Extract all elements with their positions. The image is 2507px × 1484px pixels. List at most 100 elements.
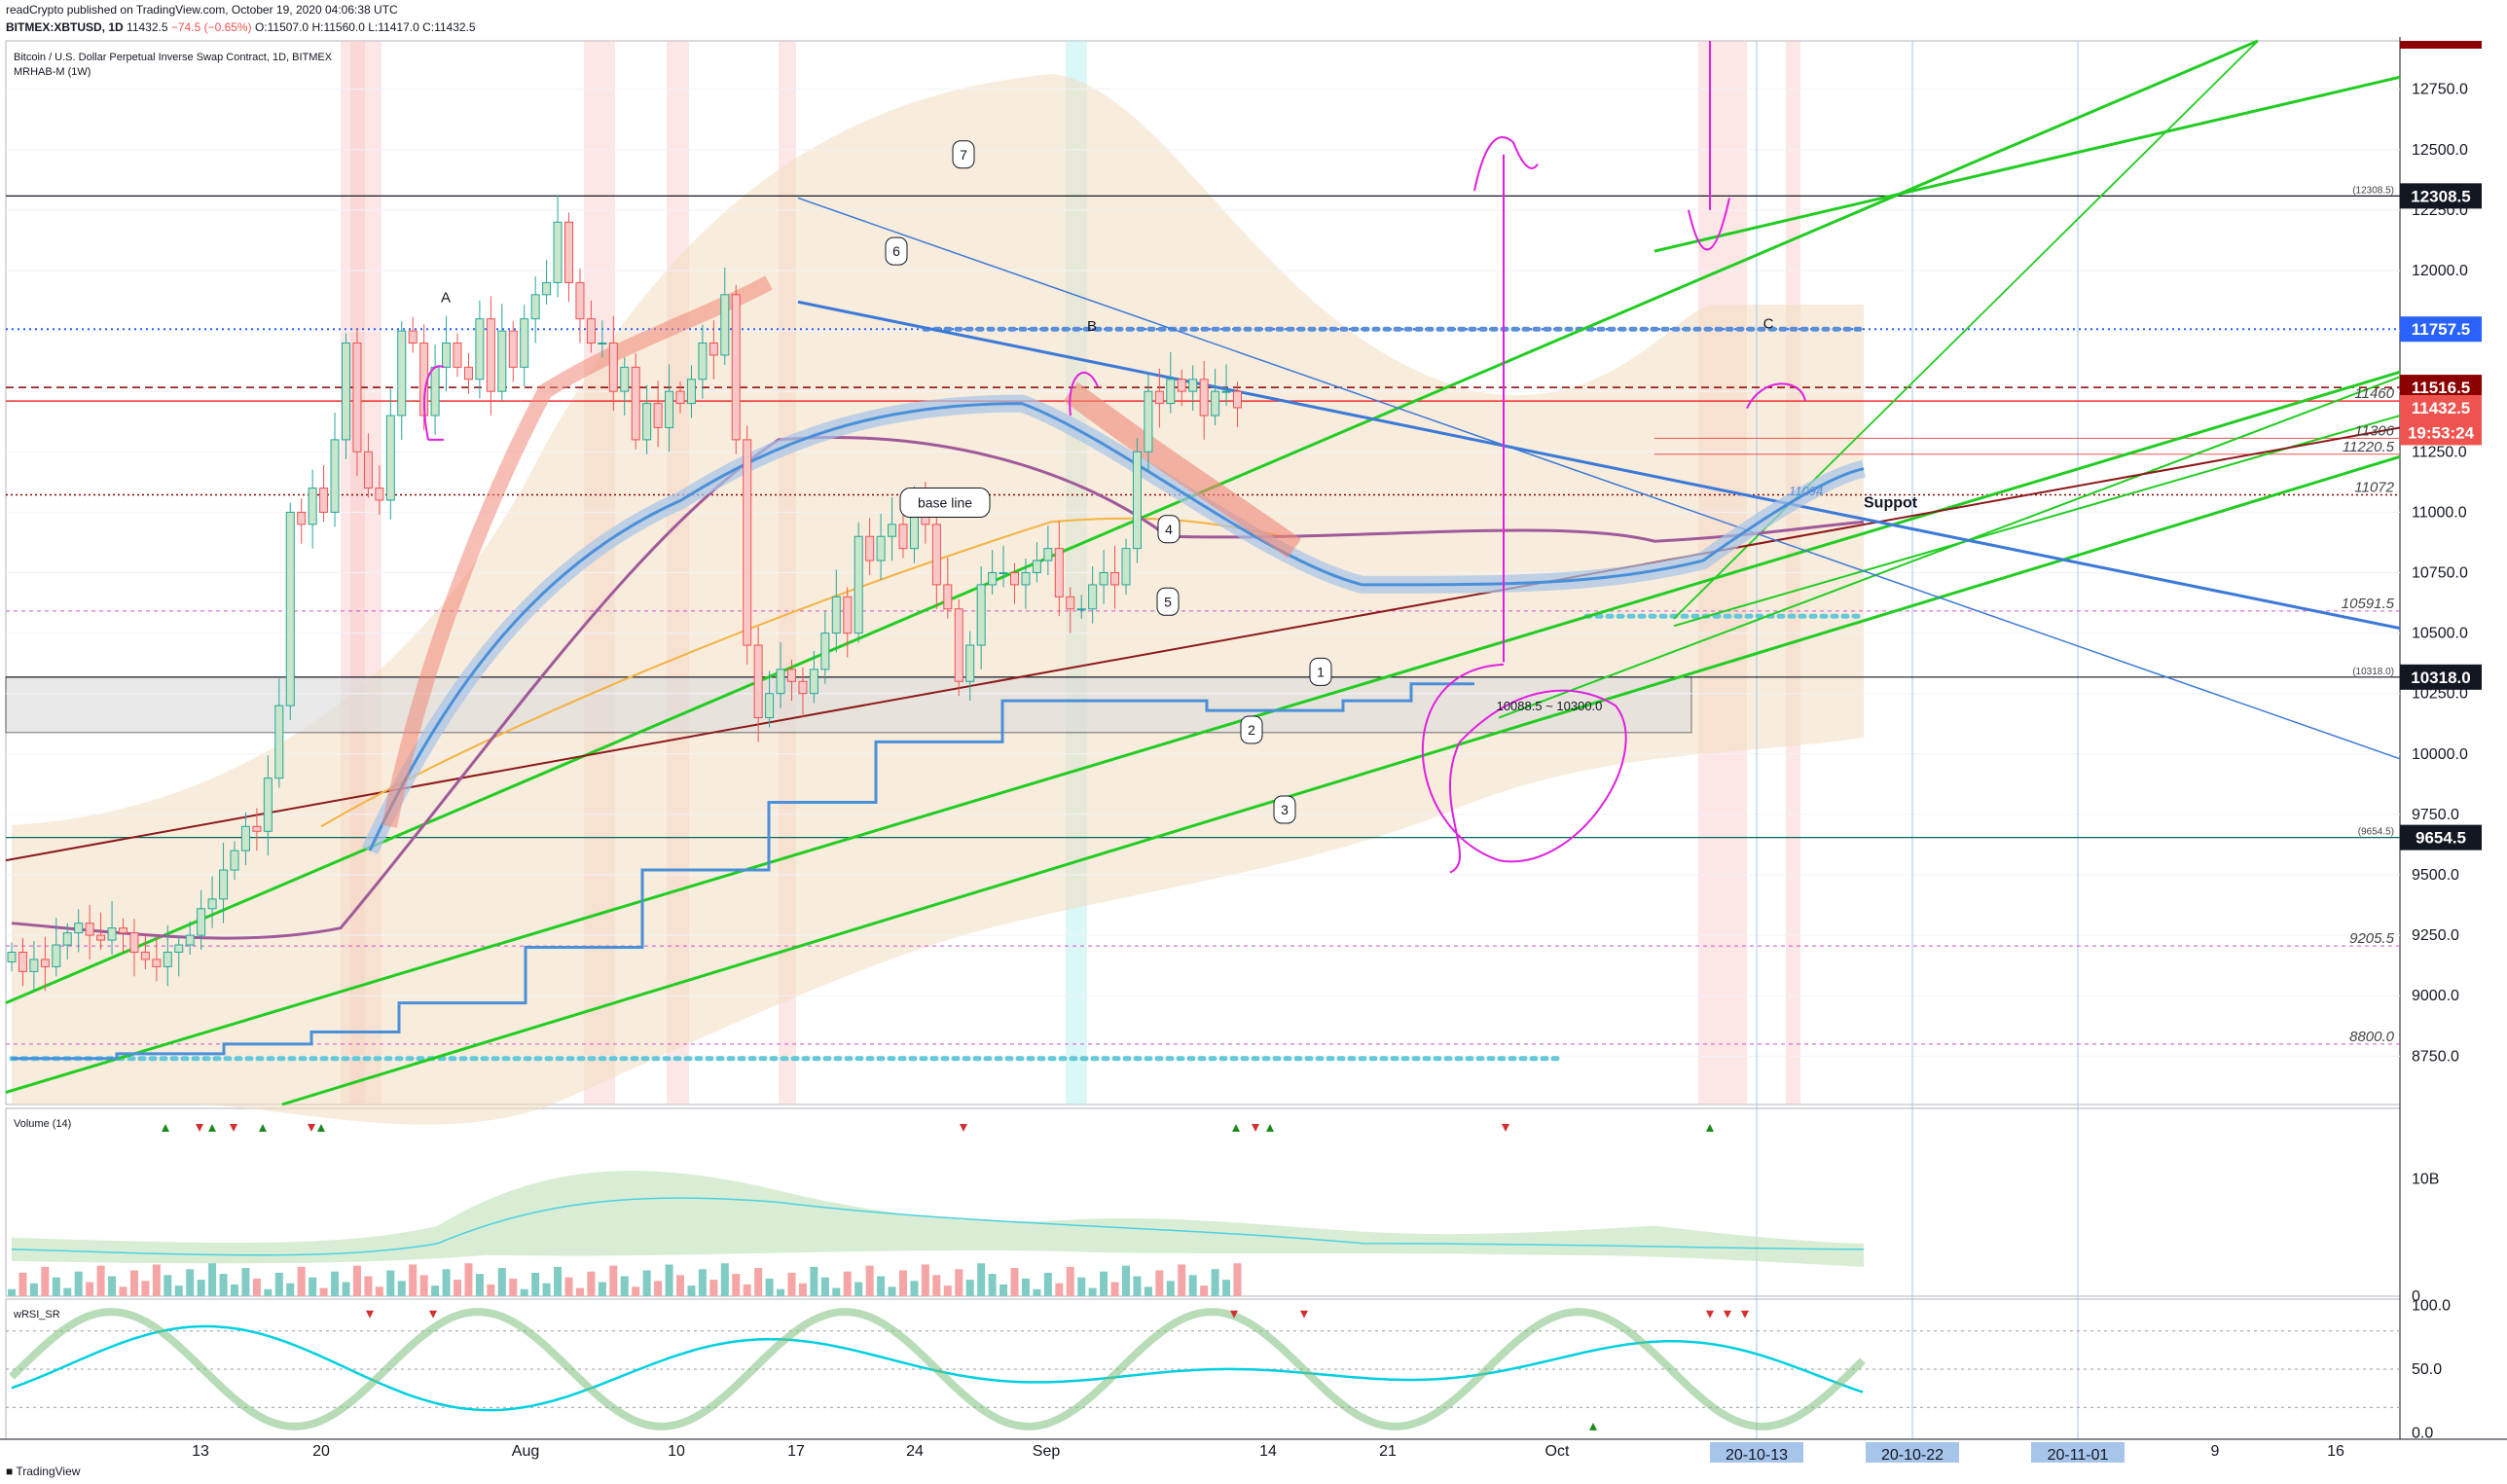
- volume-bar: [709, 1280, 718, 1296]
- volume-bar: [720, 1263, 729, 1296]
- candle: [708, 343, 718, 356]
- price-tag-label: 11757.5: [2412, 320, 2471, 339]
- price-tag-top: [2400, 41, 2482, 49]
- candle: [1054, 548, 1064, 597]
- volume-bar: [454, 1280, 461, 1296]
- candle: [453, 343, 462, 368]
- volume-bar: [252, 1278, 261, 1296]
- rsi-tick-label: 50.0: [2412, 1361, 2442, 1378]
- candle: [40, 959, 50, 967]
- tradingview-logo: ■ TradingView: [6, 1465, 81, 1478]
- level-label: (12308.5): [2352, 185, 2394, 196]
- time-tick-label: Aug: [512, 1443, 539, 1460]
- volume-bar: [309, 1277, 317, 1296]
- time-tick-label: Sep: [1033, 1443, 1061, 1460]
- volume-bar: [1055, 1283, 1064, 1296]
- candle: [240, 825, 250, 851]
- red-cloud-band: [382, 275, 773, 828]
- volume-bar: [52, 1277, 60, 1296]
- price-tick-label: 9250.0: [2412, 927, 2459, 944]
- candle: [119, 927, 127, 934]
- volume-bar: [910, 1281, 919, 1296]
- candle: [1188, 379, 1198, 392]
- candle: [686, 379, 696, 405]
- candle: [96, 934, 106, 941]
- red-cloud-band: [1063, 381, 1301, 559]
- volume-bar: [174, 1285, 183, 1296]
- price-tick-label: 10000.0: [2412, 746, 2468, 763]
- volume-bar: [274, 1272, 283, 1296]
- volume-bar: [531, 1272, 540, 1296]
- callout-box: [1240, 715, 1263, 744]
- rsi-legend: wRSI_SR: [13, 1309, 60, 1321]
- date-tag: [1710, 1442, 1803, 1463]
- volume-marker-up: [259, 1124, 267, 1132]
- rsi-tick-label: 0.0: [2412, 1425, 2433, 1441]
- candle: [731, 294, 741, 441]
- volume-bar: [241, 1268, 250, 1296]
- candle: [642, 403, 652, 441]
- price-tick-label: 9500.0: [2412, 867, 2459, 884]
- volume-bar: [1144, 1286, 1152, 1296]
- candle: [665, 390, 674, 428]
- price-tag-label: 11432.5: [2412, 399, 2471, 417]
- rsi-marker-down: [429, 1310, 437, 1319]
- candle: [743, 439, 752, 646]
- volume-bar: [1133, 1276, 1142, 1296]
- base-line-curve: [320, 517, 1286, 828]
- price-tick-label: 10250.0: [2412, 686, 2468, 703]
- volume-bar: [810, 1266, 818, 1296]
- volume-bar: [342, 1282, 350, 1296]
- candle: [342, 343, 350, 441]
- volume-marker-down: [1252, 1124, 1259, 1132]
- level-label: (10318.0): [2352, 667, 2394, 677]
- candle: [85, 923, 94, 936]
- candle: [1121, 548, 1131, 586]
- volume-bar: [676, 1275, 684, 1296]
- candle: [1043, 548, 1053, 561]
- volume-bar: [687, 1285, 696, 1296]
- volume-legend: Volume (14): [14, 1118, 71, 1130]
- volume-bar: [141, 1281, 150, 1296]
- candle: [854, 535, 863, 634]
- purple-ma: [11, 436, 1865, 940]
- candle: [62, 932, 72, 946]
- volume-bar: [732, 1274, 741, 1296]
- callout-1: 1: [1309, 657, 1332, 686]
- volume-bar: [698, 1269, 707, 1296]
- date-tag-label: 20-10-13: [1726, 1447, 1788, 1463]
- volume-bar: [877, 1276, 886, 1296]
- price-tick-label: 10500.0: [2412, 626, 2468, 642]
- volume-bar: [598, 1282, 606, 1296]
- volume-bar: [386, 1270, 395, 1296]
- volume-bar: [86, 1282, 94, 1296]
- volume-bar: [219, 1274, 228, 1296]
- callout-number: 5: [1164, 594, 1172, 609]
- chart[interactable]: A B C 7 6 4 5 1 2 3 base line 10088.5 ~ 10300.0 Supp…: [0, 37, 2507, 1463]
- price-tick-label: 9000.0: [2412, 988, 2459, 1004]
- callout-2: 2: [1240, 715, 1263, 744]
- candle: [1088, 584, 1098, 610]
- volume-bar: [1010, 1268, 1019, 1296]
- volume-pane-frame: [5, 1107, 2401, 1297]
- candle: [1233, 390, 1242, 409]
- candle: [352, 343, 362, 452]
- candle: [330, 439, 340, 513]
- volume-bar: [352, 1265, 361, 1296]
- callout-7: 7: [952, 140, 975, 169]
- candle: [252, 825, 262, 832]
- volume-bar: [932, 1275, 941, 1296]
- envelope-cloud: [12, 74, 1864, 1125]
- volume-bar: [297, 1266, 306, 1296]
- volume-marker-up: [317, 1124, 325, 1132]
- candle: [843, 596, 853, 634]
- rsi-tick-label: 100.0: [2412, 1298, 2451, 1315]
- volume-bar: [464, 1263, 473, 1296]
- base-line-label: base line: [918, 495, 972, 511]
- candle: [608, 343, 618, 392]
- volume-bar: [988, 1274, 997, 1296]
- price-tag-label: 11516.5: [2412, 379, 2471, 397]
- candle: [219, 869, 229, 900]
- time-tick-label: 10: [668, 1443, 685, 1460]
- volume-bar: [364, 1276, 373, 1296]
